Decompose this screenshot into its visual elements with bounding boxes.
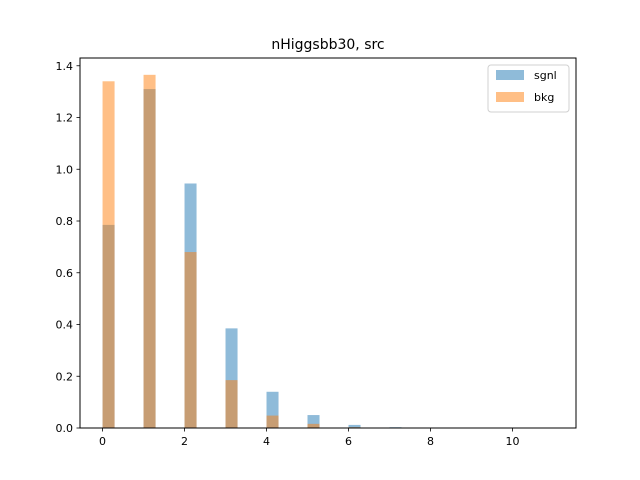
bars-layer bbox=[102, 74, 402, 429]
x-tick-label: 6 bbox=[345, 435, 352, 448]
y-tick-label: 0.8 bbox=[56, 215, 74, 228]
y-tick-label: 0.2 bbox=[56, 370, 74, 383]
x-tick-label: 4 bbox=[263, 435, 270, 448]
y-tick-label: 1.0 bbox=[56, 163, 74, 176]
bar-bkg-0 bbox=[102, 81, 115, 428]
plot-frame bbox=[79, 57, 577, 429]
legend-swatch-sgnl bbox=[496, 70, 524, 80]
bar-bkg-3 bbox=[225, 380, 238, 428]
bar-bkg-2 bbox=[184, 252, 197, 428]
bar-bkg-5 bbox=[307, 423, 320, 428]
y-tick-label: 1.4 bbox=[56, 60, 74, 73]
legend-swatch-bkg bbox=[496, 92, 524, 102]
y-tick-label: 0.6 bbox=[56, 267, 74, 280]
x-tick-label: 2 bbox=[181, 435, 188, 448]
bar-bkg-4 bbox=[266, 415, 279, 428]
y-tick-label: 1.2 bbox=[56, 112, 74, 125]
x-tick-label: 0 bbox=[99, 435, 106, 448]
x-tick-label: 10 bbox=[505, 435, 519, 448]
y-tick-label: 0.0 bbox=[56, 422, 74, 435]
legend-label-bkg: bkg bbox=[534, 91, 554, 104]
x-tick-label: 8 bbox=[427, 435, 434, 448]
legend: sgnl bkg bbox=[487, 64, 570, 113]
chart-title: nHiggsbb30, src bbox=[271, 37, 384, 53]
bar-bkg-1 bbox=[143, 74, 156, 428]
y-axis: 0.0 0.2 0.4 0.6 0.8 1.0 1.2 1.4 bbox=[56, 60, 80, 435]
x-axis: 0 2 4 6 8 10 bbox=[99, 428, 519, 448]
legend-label-sgnl: sgnl bbox=[534, 69, 557, 82]
y-tick-label: 0.4 bbox=[56, 319, 74, 332]
bar-sgnl-6 bbox=[348, 424, 361, 428]
